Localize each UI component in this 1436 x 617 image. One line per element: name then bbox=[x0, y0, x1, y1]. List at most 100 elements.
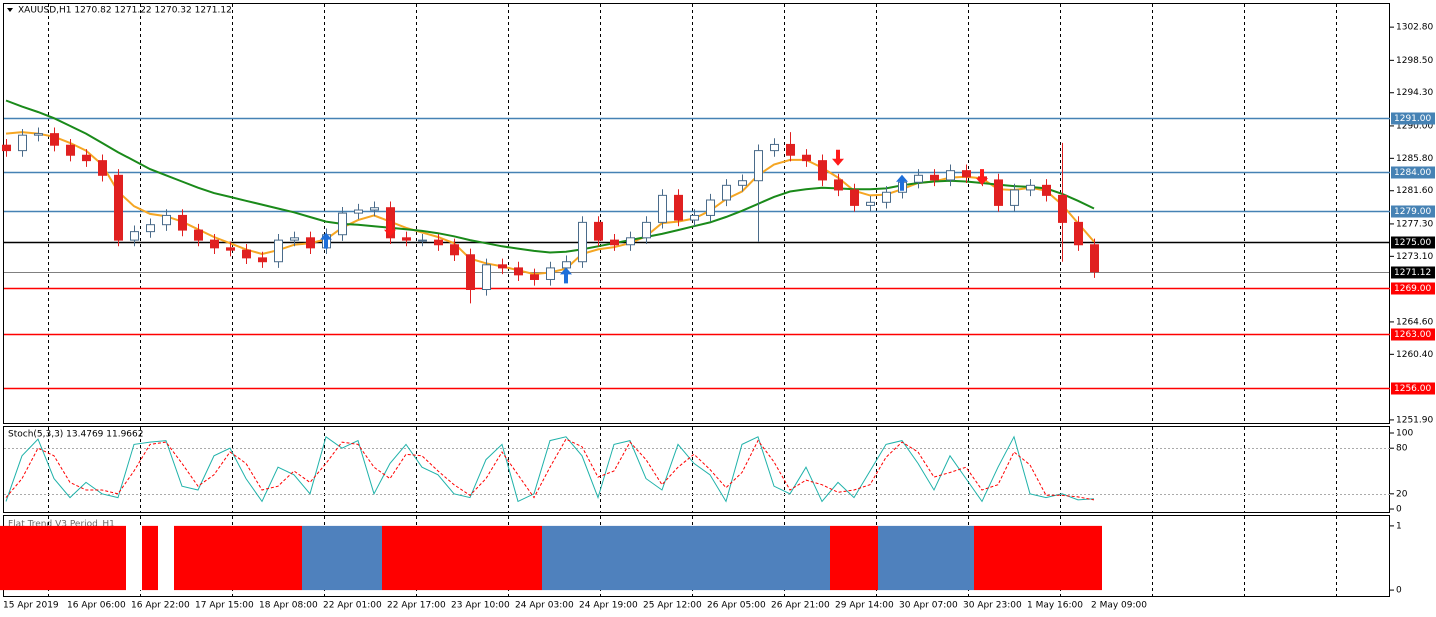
candle-body bbox=[834, 179, 843, 191]
x-tick-label: 16 Apr 22:00 bbox=[131, 601, 190, 611]
x-tick-label: 30 Apr 23:00 bbox=[963, 601, 1022, 611]
price-tick-label: 1264.60 bbox=[1396, 317, 1433, 327]
candle-body bbox=[98, 160, 107, 176]
price-tick-label: 1260.40 bbox=[1396, 350, 1433, 360]
trend-bar bbox=[1038, 525, 1054, 591]
candle-body bbox=[514, 267, 523, 276]
trend-bar bbox=[14, 525, 30, 591]
level-label: 1284.00 bbox=[1394, 168, 1431, 178]
candle-body bbox=[1010, 189, 1019, 206]
candle-body bbox=[66, 144, 75, 156]
candle-body bbox=[1090, 244, 1099, 273]
price-tick-label: 1277.30 bbox=[1396, 219, 1433, 229]
candle-body bbox=[2, 144, 11, 152]
trend-bar bbox=[526, 525, 542, 591]
price-tick-label: 1281.60 bbox=[1396, 186, 1433, 196]
trend-bar bbox=[718, 525, 734, 591]
level-label-box bbox=[1391, 112, 1435, 125]
trend-bar bbox=[846, 525, 862, 591]
trend-bar bbox=[126, 525, 142, 591]
trend-bar bbox=[494, 525, 510, 591]
trend-bar bbox=[782, 525, 798, 591]
trend-bar bbox=[926, 525, 942, 591]
level-label-box bbox=[1391, 266, 1435, 279]
candle-body bbox=[946, 170, 955, 181]
candle-body bbox=[290, 237, 299, 241]
trend-bar bbox=[334, 525, 350, 591]
x-tick-label: 22 Apr 17:00 bbox=[387, 601, 446, 611]
candle-body bbox=[130, 231, 139, 241]
trend-bar bbox=[478, 525, 494, 591]
price-tick-label: 1302.80 bbox=[1396, 23, 1433, 33]
stoch-tick-label: 20 bbox=[1396, 489, 1408, 499]
trend-bar bbox=[318, 525, 334, 591]
trend-bar bbox=[174, 525, 190, 591]
main-panel-frame bbox=[3, 3, 1390, 424]
trend-bar bbox=[766, 525, 782, 591]
trend-bar bbox=[542, 525, 558, 591]
trend-bar bbox=[702, 525, 718, 591]
level-label-box bbox=[1391, 382, 1435, 395]
candle-body bbox=[418, 239, 427, 242]
level-label: 1279.00 bbox=[1394, 207, 1431, 217]
trend-bar bbox=[750, 525, 766, 591]
x-tick-label: 24 Apr 03:00 bbox=[515, 601, 574, 611]
candle-body bbox=[882, 191, 891, 203]
trend-bar bbox=[942, 525, 958, 591]
price-tick-label: 1298.50 bbox=[1396, 56, 1433, 66]
candle-body bbox=[930, 174, 939, 181]
candle-body bbox=[802, 154, 811, 162]
stoch-tick-label: 100 bbox=[1396, 429, 1413, 439]
candle-body bbox=[594, 221, 603, 241]
trend-bar bbox=[350, 525, 366, 591]
trend-bar bbox=[366, 525, 382, 591]
candle-body bbox=[962, 170, 971, 178]
candle-body bbox=[498, 264, 507, 269]
x-tick-label: 15 Apr 2019 bbox=[3, 601, 59, 611]
candle-body bbox=[1026, 184, 1035, 191]
level-label-box bbox=[1391, 166, 1435, 179]
x-tick-label: 26 Apr 05:00 bbox=[707, 601, 766, 611]
trend-tick-label: 1 bbox=[1396, 521, 1402, 531]
level-label: 1271.12 bbox=[1394, 268, 1431, 278]
candle-body bbox=[866, 201, 875, 206]
x-tick-label: 29 Apr 14:00 bbox=[835, 601, 894, 611]
x-tick-label: 25 Apr 12:00 bbox=[643, 601, 702, 611]
trend-bar bbox=[622, 525, 638, 591]
trend-bar bbox=[206, 525, 222, 591]
trend-bar bbox=[814, 525, 830, 591]
title-marker bbox=[7, 8, 13, 12]
candle-body bbox=[1058, 194, 1067, 223]
trend-bar bbox=[382, 525, 398, 591]
stoch-tick-label: 0 bbox=[1396, 505, 1402, 515]
candle-body bbox=[786, 143, 795, 156]
stoch-title: Stoch(5,3,3) 13.4769 11.9662 bbox=[8, 430, 143, 440]
trend-tick-label: 0 bbox=[1396, 586, 1402, 596]
x-tick-label: 17 Apr 15:00 bbox=[195, 601, 254, 611]
trend-bar bbox=[670, 525, 686, 591]
trend-bar bbox=[878, 525, 894, 591]
trend-bar bbox=[734, 525, 750, 591]
trend-bar bbox=[1086, 525, 1102, 591]
candle-body bbox=[546, 267, 555, 280]
trend-bar bbox=[78, 525, 94, 591]
candle-body bbox=[626, 237, 635, 246]
trend-bar bbox=[254, 525, 270, 591]
candle-body bbox=[242, 249, 251, 259]
x-tick-label: 2 May 09:00 bbox=[1091, 601, 1147, 611]
stoch-line bbox=[5, 435, 1095, 503]
candle-body bbox=[82, 154, 91, 162]
level-label: 1291.00 bbox=[1394, 114, 1431, 124]
trend-bar bbox=[270, 525, 286, 591]
trend-bar bbox=[574, 525, 590, 591]
stoch-tick-label: 80 bbox=[1396, 444, 1408, 454]
candle-body bbox=[658, 194, 667, 223]
trend-bar bbox=[958, 525, 974, 591]
moving-average bbox=[5, 99, 1095, 254]
candle-body bbox=[114, 174, 123, 241]
trend-bar bbox=[94, 525, 110, 591]
x-tick-label: 18 Apr 08:00 bbox=[259, 601, 318, 611]
level-label: 1275.00 bbox=[1394, 238, 1431, 248]
trend-bar bbox=[0, 525, 14, 591]
trend-bar bbox=[638, 525, 654, 591]
